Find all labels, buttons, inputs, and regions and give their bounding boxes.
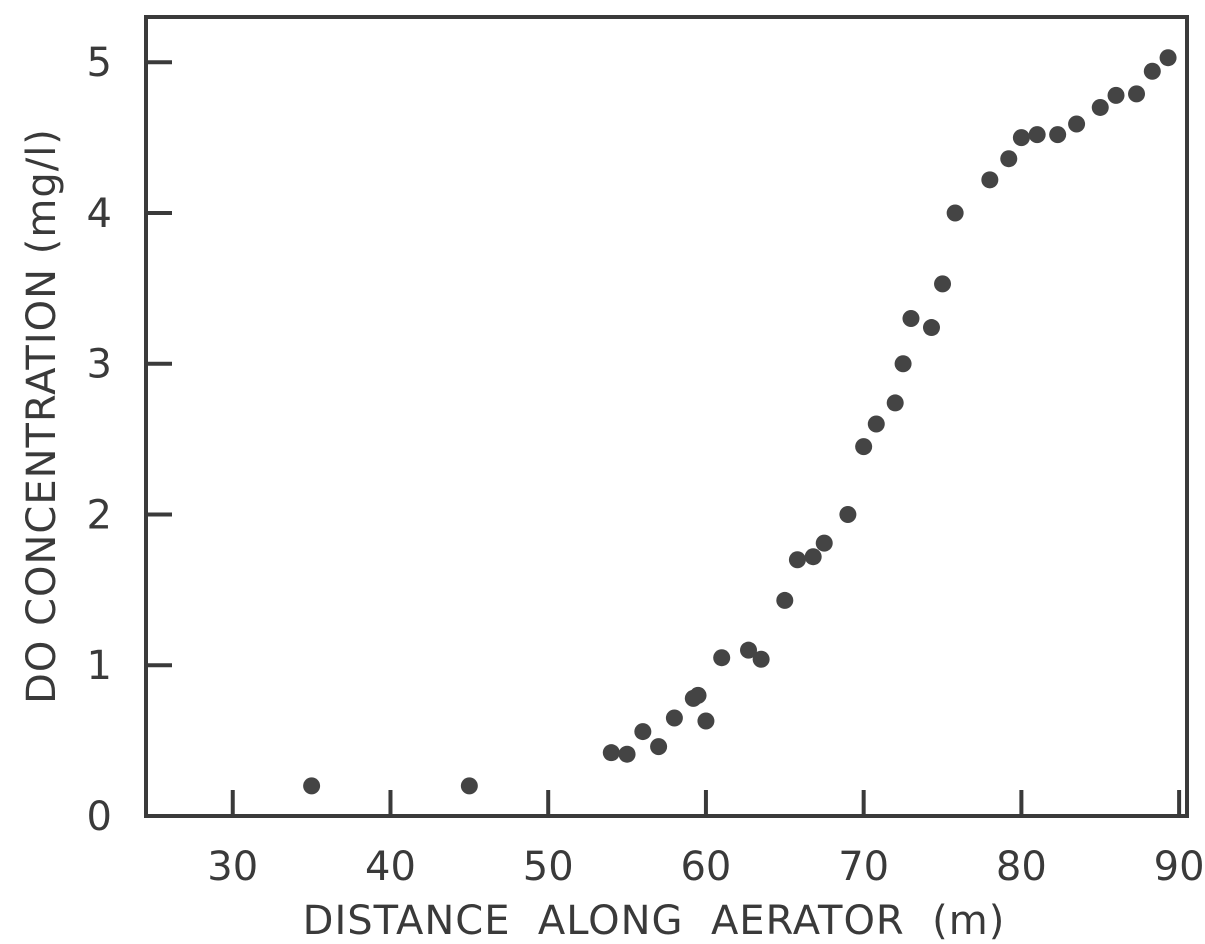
data-point	[1000, 150, 1018, 168]
y-tick-label: 0	[87, 794, 112, 840]
y-tick-label: 4	[87, 191, 112, 237]
data-point	[981, 171, 999, 189]
data-point	[460, 777, 478, 795]
y-axis-ticks: 0 1 2 3 4 5	[87, 40, 172, 840]
data-point	[1128, 85, 1146, 103]
data-point	[815, 534, 833, 552]
data-point	[867, 415, 885, 433]
data-point	[303, 777, 321, 795]
data-point	[602, 744, 620, 762]
data-point	[1049, 126, 1067, 144]
data-point	[713, 649, 731, 667]
data-point	[740, 641, 758, 659]
y-tick-label: 2	[87, 492, 112, 538]
x-tick-label: 70	[838, 844, 889, 890]
data-point	[946, 204, 964, 222]
x-tick-label: 30	[207, 844, 258, 890]
data-point	[839, 505, 857, 523]
data-point	[776, 591, 794, 609]
data-point	[788, 551, 806, 569]
x-axis-ticks: 30 40 50 60 70 80 90	[207, 790, 1205, 890]
data-point	[689, 686, 707, 704]
data-point	[665, 709, 683, 727]
x-tick-label: 60	[680, 844, 731, 890]
data-point	[804, 548, 822, 566]
data-point	[1068, 115, 1086, 133]
y-tick-label: 5	[87, 40, 112, 86]
data-point	[650, 738, 668, 756]
x-tick-label: 80	[996, 844, 1047, 890]
x-axis-label: DISTANCE ALONG AERATOR (m)	[303, 898, 1006, 944]
y-tick-label: 1	[87, 643, 112, 689]
data-point	[1028, 126, 1046, 144]
data-point	[934, 275, 952, 293]
data-point	[1159, 49, 1177, 67]
data-point	[894, 355, 912, 373]
y-axis-label: DO CONCENTRATION (mg/l)	[19, 128, 65, 704]
x-tick-label: 90	[1154, 844, 1205, 890]
data-points	[303, 49, 1177, 795]
x-tick-label: 40	[365, 844, 416, 890]
data-point	[1012, 129, 1030, 147]
data-point	[886, 394, 904, 412]
y-tick-label: 3	[87, 342, 112, 388]
data-point	[1143, 62, 1161, 80]
x-tick-label: 50	[523, 844, 574, 890]
data-point	[634, 723, 652, 741]
plot-frame	[144, 15, 1189, 818]
data-point	[855, 438, 873, 456]
data-point	[752, 650, 770, 668]
data-point	[1107, 86, 1125, 104]
data-point	[618, 745, 636, 763]
data-point	[1091, 98, 1109, 116]
data-point	[902, 310, 920, 328]
data-point	[922, 319, 940, 337]
data-point	[697, 712, 715, 730]
